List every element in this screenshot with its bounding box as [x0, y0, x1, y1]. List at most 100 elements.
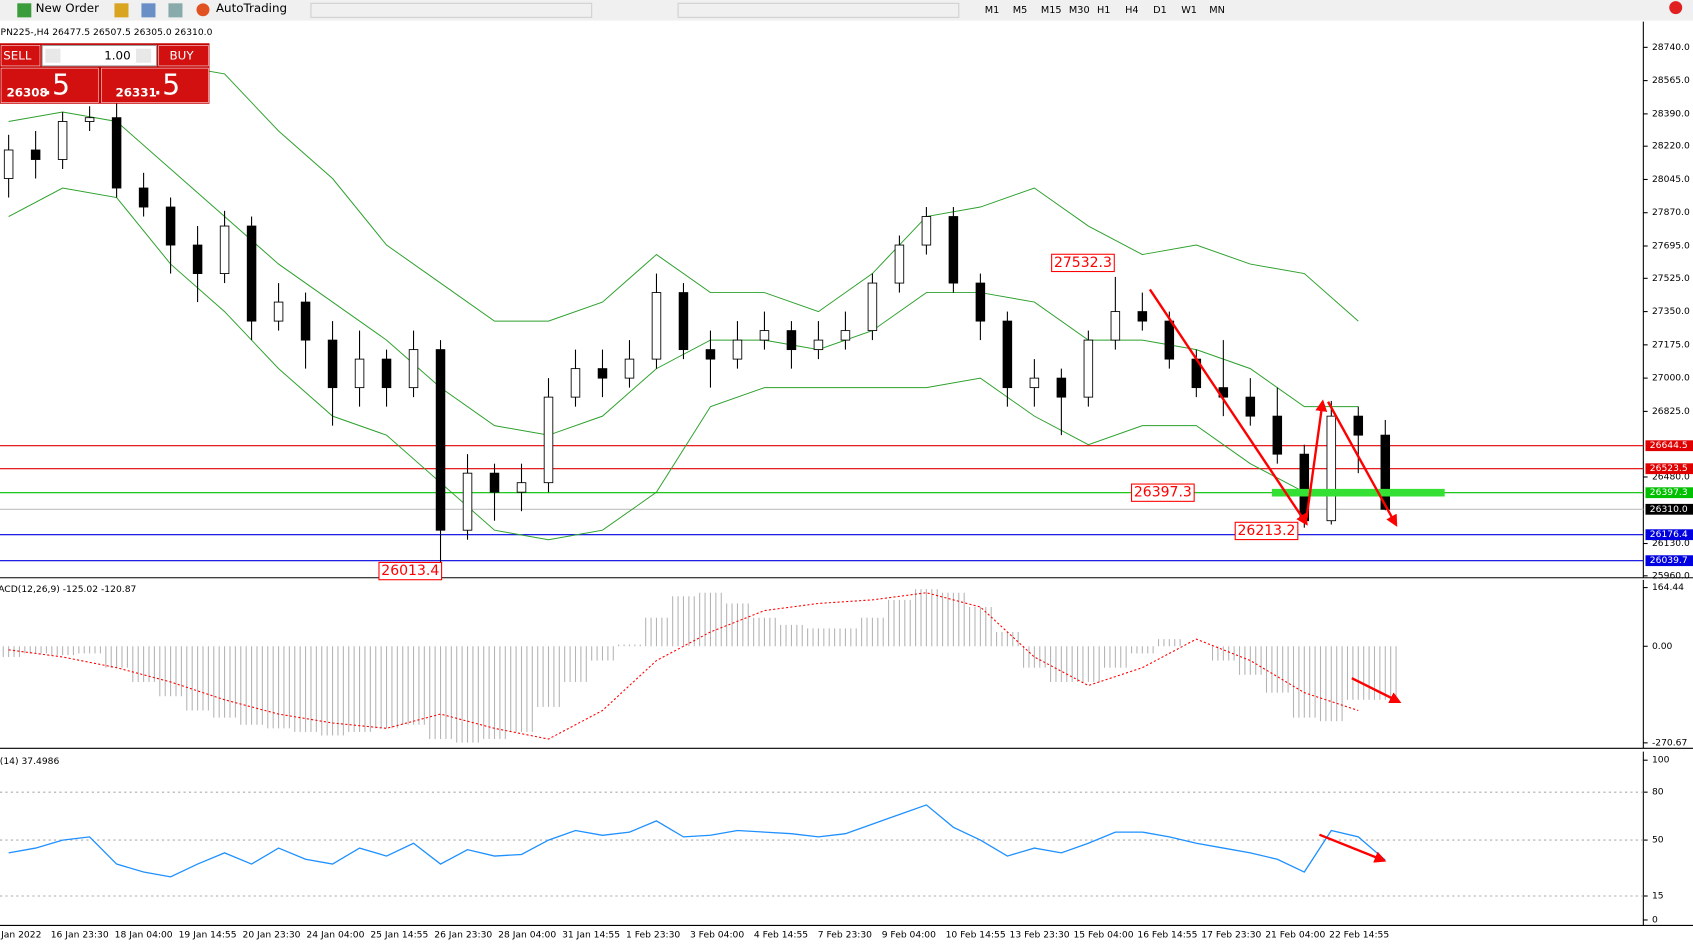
y-tick-label: 28740.0 — [1652, 42, 1690, 53]
arrow — [1327, 401, 1398, 527]
x-tick-label: Jan 2022 — [0, 930, 41, 941]
rsi-line — [8, 804, 1386, 878]
icon[interactable] — [141, 3, 156, 18]
timeframe-button[interactable]: M30 — [1069, 5, 1090, 16]
x-tick-label: 13 Feb 23:30 — [1010, 930, 1070, 941]
arrow — [1305, 399, 1328, 519]
level-label: 26176.4 — [1650, 529, 1688, 540]
ask-box[interactable] — [101, 67, 209, 103]
candle-body — [354, 358, 365, 389]
arrow — [1351, 677, 1402, 703]
candle-body — [678, 292, 689, 351]
y-tick-label: 25960.0 — [1652, 570, 1690, 581]
x-tick-label: 31 Jan 14:55 — [562, 930, 620, 941]
timeframe-button[interactable]: M5 — [1013, 5, 1028, 16]
macd-signal — [8, 592, 1359, 740]
x-tick-label: 26 Jan 23:30 — [434, 930, 492, 941]
y-tick-label: 28220.0 — [1652, 141, 1690, 152]
tool-icons[interactable] — [310, 2, 593, 18]
level-label-bg — [1645, 440, 1693, 452]
price-annotation: 26397.3 — [1134, 485, 1192, 501]
timeframe-button[interactable]: MN — [1209, 5, 1225, 16]
price-annotation: 26213.2 — [1238, 523, 1296, 539]
icon[interactable] — [168, 3, 183, 18]
buy-label: BUY — [170, 49, 195, 63]
y-tick-label: 28390.0 — [1652, 108, 1690, 119]
volume-up[interactable] — [136, 48, 152, 63]
buy-button[interactable] — [158, 45, 209, 67]
y-tick-label: 50 — [1652, 835, 1664, 846]
y-tick-label: 164.44 — [1652, 582, 1684, 593]
candle-body — [30, 149, 41, 160]
volume-field[interactable] — [41, 44, 158, 67]
candle-body — [894, 244, 905, 284]
level-label-bg — [1645, 555, 1693, 567]
drawing-tools[interactable] — [677, 2, 960, 18]
candle-body — [705, 349, 716, 360]
y-tick-label: 26130.0 — [1652, 538, 1690, 549]
candle-body — [219, 225, 230, 274]
ask-price: 26331 — [116, 85, 157, 99]
y-tick-label: 28045.0 — [1652, 174, 1690, 185]
y-tick-label: 27525.0 — [1652, 273, 1690, 284]
y-tick-label: 26825.0 — [1652, 406, 1690, 417]
macd-panel: MACD(12,26,9) -125.02 -120.87 164.44 0.00 -… — [0, 579, 1693, 749]
level-label: 26397.3 — [1650, 487, 1688, 498]
toolbar: New Order AutoTrading M1 M5 M15 M30 H1 H4 D1 W1… — [0, 0, 1693, 21]
timeframe-button[interactable]: H4 — [1125, 5, 1138, 16]
candle-body — [246, 225, 257, 322]
new-order-icon — [17, 3, 32, 18]
y-tick-label: 80 — [1652, 787, 1664, 798]
level-label: 26644.5 — [1650, 440, 1688, 451]
candle-body — [111, 117, 122, 189]
x-tick-label: 1 Feb 23:30 — [626, 930, 680, 941]
x-tick-label: 28 Jan 04:00 — [498, 930, 556, 941]
level-label: 26523.5 — [1650, 463, 1688, 474]
y-tick-label: -270.67 — [1652, 737, 1688, 748]
price-chart: JPN225-,H4 26477.5 26507.5 26305.0 26310… — [0, 21, 1693, 941]
volume-down[interactable] — [45, 48, 61, 63]
trade-panel: SELL 1.00 BUY 26308 .5 26331 .5 — [0, 43, 210, 104]
x-tick-label: 4 Feb 14:55 — [754, 930, 808, 941]
sell-button[interactable] — [0, 45, 41, 67]
price-annotation-box — [1051, 253, 1115, 273]
y-tick-label: 28565.0 — [1652, 75, 1690, 86]
x-tick-label: 16 Feb 14:55 — [1137, 930, 1197, 941]
timeframe-button[interactable]: M1 — [985, 5, 1000, 16]
timeframe-button[interactable]: D1 — [1153, 5, 1167, 16]
candle-body — [381, 358, 392, 389]
timeframes: M1 M5 M15 M30 H1 H4 D1 W1 MN — [985, 5, 1225, 16]
new-order-button[interactable]: New Order — [36, 1, 99, 15]
timeframe-button[interactable]: W1 — [1181, 5, 1197, 16]
y-tick-label: 27350.0 — [1652, 306, 1690, 317]
x-tick-label: 19 Jan 14:55 — [179, 930, 237, 941]
candle-body — [1056, 377, 1067, 398]
price-annotation-box — [1234, 521, 1299, 541]
candle-body — [165, 206, 176, 246]
bid-price: 26308 — [6, 85, 47, 99]
candle-body — [651, 292, 662, 360]
candle-body — [273, 301, 284, 322]
icon[interactable] — [114, 3, 129, 18]
y-tick-label: 27695.0 — [1652, 241, 1690, 252]
autotrading-button[interactable]: AutoTrading — [216, 1, 287, 15]
x-tick-label: 22 Feb 14:55 — [1329, 930, 1389, 941]
level-label-bg — [1645, 529, 1693, 541]
arrow — [1148, 288, 1308, 526]
candle-body — [1110, 311, 1121, 341]
price-annotation-box — [1131, 483, 1195, 502]
y-tick-label: 27000.0 — [1652, 373, 1690, 384]
candle-body — [1002, 320, 1013, 389]
timeframe-button[interactable]: M15 — [1041, 5, 1062, 16]
bid-fraction: .5 — [43, 68, 70, 101]
timeframe-button[interactable]: H1 — [1097, 5, 1110, 16]
candle-body — [1137, 311, 1148, 322]
notification-badge[interactable] — [1669, 1, 1683, 15]
candle-body — [948, 216, 959, 284]
candle-body — [327, 339, 338, 389]
bid-box[interactable] — [0, 67, 99, 103]
ask-fraction: .5 — [153, 68, 180, 101]
candle-body — [1245, 396, 1256, 417]
candle-body — [408, 349, 419, 389]
candle-body — [300, 301, 311, 341]
